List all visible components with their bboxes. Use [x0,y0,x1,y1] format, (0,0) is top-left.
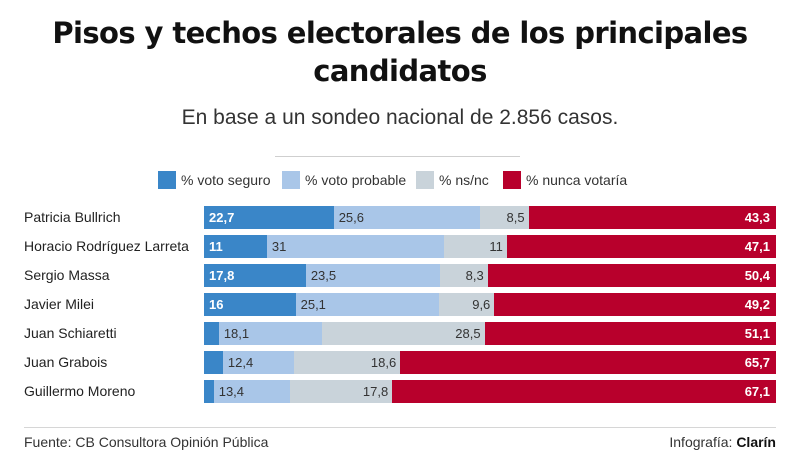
legend-swatch [503,171,521,189]
chart-legend: % voto seguro % voto probable % ns/nc % nun… [0,171,800,191]
bar-voto-seguro-juan-grabois [204,351,224,374]
legend-item-nunca-votaria: % nunca votaría [503,171,627,189]
bar-ns-nc-patricia-bullrich [480,206,530,229]
bar-voto-probable-juan-schiaretti [218,322,323,345]
data-label-nunca-votaria-juan-schiaretti: 51,1 [744,326,770,341]
data-label-voto-probable-juan-schiaretti: 18,1 [223,326,250,341]
bar-voto-probable-patricia-bullrich [333,206,481,229]
bar-nunca-votaria-juan-schiaretti [484,322,777,345]
data-label-ns-nc-juan-schiaretti: 28,5 [455,326,481,341]
credit-brand: Clarín [736,434,776,450]
category-label-juan-grabois: Juan Grabois [24,354,108,370]
data-label-voto-probable-patricia-bullrich: 25,6 [338,210,365,225]
bar-voto-seguro-javier-milei [204,293,297,316]
bar-nunca-votaria-javier-milei [494,293,777,316]
infographic-credit: Infografía: Clarín [669,434,776,450]
data-label-ns-nc-horacio-rodriguez-larreta: 11 [489,239,503,254]
bar-nunca-votaria-patricia-bullrich [528,206,777,229]
bar-voto-seguro-sergio-massa [204,264,307,287]
data-label-voto-probable-horacio-rodriguez-larreta: 31 [271,239,287,254]
legend-label: % nunca votaría [526,172,628,188]
credit-prefix: Infografía: [669,434,737,450]
data-label-nunca-votaria-juan-grabois: 65,7 [744,355,770,370]
legend-swatch [282,171,300,189]
legend-item-voto-seguro: % voto seguro [158,171,271,189]
data-label-ns-nc-sergio-massa: 8,3 [465,268,484,283]
bar-ns-nc-horacio-rodriguez-larreta [444,235,508,258]
data-label-voto-probable-javier-milei: 25,1 [300,297,326,312]
category-label-horacio-rodriguez-larreta: Horacio Rodríguez Larreta [24,238,189,254]
chart-title-line-2: candidatos [313,54,487,88]
data-label-nunca-votaria-javier-milei: 49,2 [744,297,770,312]
bar-ns-nc-sergio-massa [440,264,489,287]
bar-voto-seguro-patricia-bullrich [204,206,335,229]
legend-item-voto-probable: % voto probable [282,171,406,189]
data-label-nunca-votaria-guillermo-moreno: 67,1 [744,384,770,399]
data-label-voto-probable-sergio-massa: 23,5 [310,268,337,283]
bar-ns-nc-javier-milei [439,293,495,316]
source-note: Fuente: CB Consultora Opinión Pública [24,434,269,450]
bar-voto-probable-juan-grabois [222,351,295,374]
bar-voto-probable-horacio-rodriguez-larreta [266,235,445,258]
category-label-patricia-bullrich: Patricia Bullrich [24,209,121,225]
bar-nunca-votaria-juan-grabois [400,351,777,374]
category-label-juan-schiaretti: Juan Schiaretti [24,325,117,341]
bar-voto-probable-javier-milei [295,293,440,316]
bar-ns-nc-guillermo-moreno [290,380,393,403]
data-label-voto-probable-guillermo-moreno: 13,4 [218,384,245,399]
chart-title-line-1: Pisos y techos electorales de los princi… [52,16,748,50]
bar-nunca-votaria-sergio-massa [487,264,777,287]
category-label-javier-milei: Javier Milei [24,296,95,312]
bar-voto-seguro-horacio-rodriguez-larreta [204,235,268,258]
legend-swatch [416,171,434,189]
data-label-voto-seguro-javier-milei: 16 [209,297,224,312]
data-label-voto-seguro-patricia-bullrich: 22,7 [209,210,235,225]
data-label-voto-probable-juan-grabois: 12,4 [227,355,254,370]
data-label-ns-nc-guillermo-moreno: 17,8 [362,384,389,399]
data-label-ns-nc-juan-grabois: 18,6 [370,355,397,370]
legend-label: % ns/nc [439,172,489,188]
bar-nunca-votaria-guillermo-moreno [392,380,777,403]
category-label-sergio-massa: Sergio Massa [24,267,110,283]
bar-voto-seguro-juan-schiaretti [204,322,220,345]
data-label-nunca-votaria-horacio-rodriguez-larreta: 47,1 [744,239,770,254]
data-label-voto-seguro-sergio-massa: 17,8 [209,268,235,283]
data-label-nunca-votaria-sergio-massa: 50,4 [744,268,770,283]
legend-label: % voto probable [305,172,407,188]
data-label-voto-seguro-horacio-rodriguez-larreta: 11 [209,239,223,254]
data-label-ns-nc-patricia-bullrich: 8,5 [506,210,525,225]
bar-nunca-votaria-horacio-rodriguez-larreta [506,235,777,258]
data-label-nunca-votaria-patricia-bullrich: 43,3 [744,210,770,225]
chart-title: Pisos y techos electorales de los princi… [0,14,800,90]
chart-subtitle: En base a un sondeo nacional de 2.856 ca… [181,106,619,129]
legend-swatch [158,171,176,189]
bar-voto-probable-guillermo-moreno [213,380,291,403]
data-label-ns-nc-javier-milei: 9,6 [472,297,491,312]
footer-divider [24,427,776,428]
category-label-guillermo-moreno: Guillermo Moreno [24,383,136,399]
bar-ns-nc-juan-grabois [293,351,401,374]
bar-voto-seguro-guillermo-moreno [204,380,215,403]
legend-item-ns-nc: % ns/nc [416,171,489,189]
legend-label: % voto seguro [181,172,271,188]
bar-ns-nc-juan-schiaretti [322,322,486,345]
bar-voto-probable-sergio-massa [305,264,441,287]
title-divider [275,156,520,157]
